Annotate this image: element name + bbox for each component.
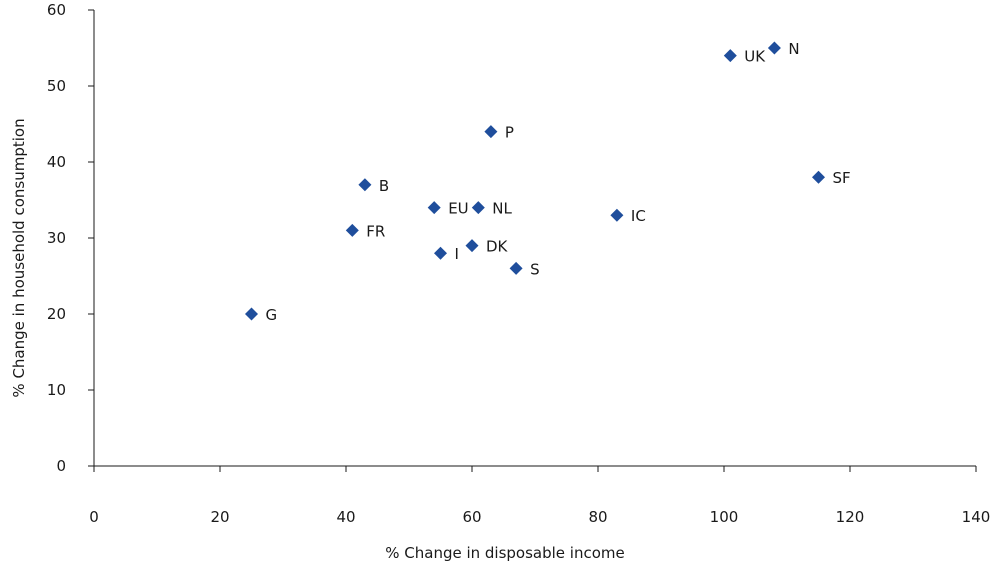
x-axis-title: % Change in disposable income [385,544,625,562]
data-point-label: IC [631,207,646,225]
axes [94,10,976,466]
x-tick-label: 20 [210,508,229,526]
data-point-label: B [379,177,389,195]
data-point-marker [358,178,371,191]
data-point-marker [466,239,479,252]
data-point-label: NL [492,200,512,218]
data-point-label: N [788,40,799,58]
data-point-label: S [530,260,540,278]
data-point-label: I [455,245,459,263]
data-point-label: G [266,306,278,324]
x-ticks: 0 20 40 60 80 100 120 140 [89,466,990,526]
x-tick-label: 60 [462,508,481,526]
data-point-marker [434,247,447,260]
data-point-marker [510,262,523,275]
y-ticks: 0 10 20 30 40 50 60 [47,1,94,475]
data-point-marker [346,224,359,237]
y-tick-label: 30 [47,229,66,247]
data-point-marker [484,125,497,138]
data-point-label: UK [744,48,766,66]
y-tick-label: 20 [47,305,66,323]
data-point-label: EU [448,200,468,218]
data-points: G FR B EU I DK NL P S IC UK N SF [245,40,851,324]
x-tick-label: 40 [336,508,355,526]
x-tick-label: 120 [836,508,865,526]
x-tick-label: 140 [962,508,991,526]
data-point-marker [812,171,825,184]
data-point-marker [768,42,781,55]
data-point-label: DK [486,238,509,256]
data-point-label: FR [366,222,385,240]
y-tick-label: 0 [56,457,66,475]
x-tick-label: 0 [89,508,99,526]
x-tick-label: 100 [710,508,739,526]
data-point-marker [245,308,258,321]
y-axis-title: % Change in household consumption [10,118,28,397]
data-point-marker [724,49,737,62]
y-tick-label: 40 [47,153,66,171]
y-tick-label: 50 [47,77,66,95]
y-tick-label: 60 [47,1,66,19]
data-point-marker [472,201,485,214]
x-tick-label: 80 [588,508,607,526]
data-point-marker [610,209,623,222]
data-point-label: SF [833,169,851,187]
data-point-label: P [505,124,514,142]
y-tick-label: 10 [47,381,66,399]
data-point-marker [428,201,441,214]
